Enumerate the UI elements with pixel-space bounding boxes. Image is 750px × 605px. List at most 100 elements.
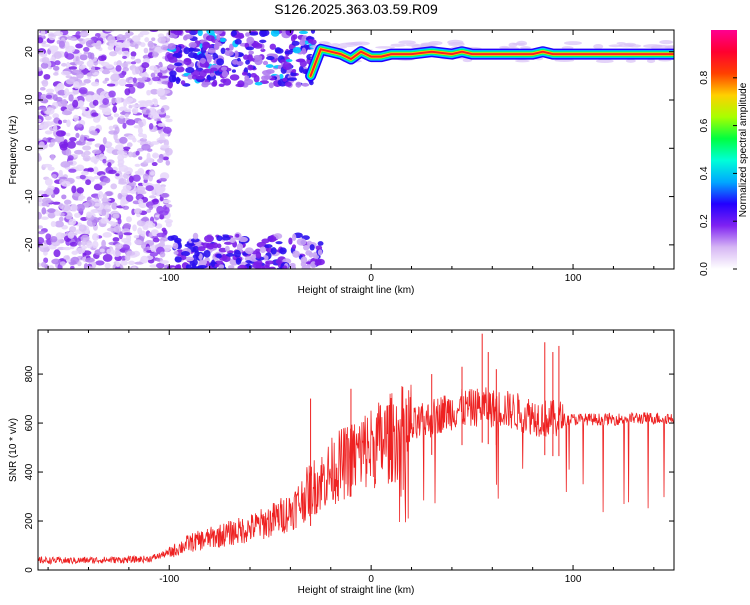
spectrogram-cell (516, 40, 528, 47)
spectrogram-cell (270, 247, 277, 255)
spectrogram-cell (43, 121, 53, 127)
snr-xtick-label: 0 (368, 574, 374, 585)
spectrogram-cell (192, 232, 199, 240)
spectrogram-cell (44, 107, 55, 115)
snr-xtick-label: 100 (565, 574, 582, 585)
spectrogram-cell (58, 169, 63, 176)
spectrogram-cell (267, 235, 277, 243)
spectrogram-cell (77, 197, 84, 202)
spectrogram-cell (38, 236, 45, 244)
spectrogram-cell (117, 158, 125, 166)
spectrogram-cell (58, 141, 69, 149)
spectrogram-cell (172, 242, 179, 250)
spectrogram-cell (198, 259, 208, 266)
spectrogram-cell (298, 30, 309, 35)
spectrogram-cell (53, 31, 64, 37)
spectrogram-cell (221, 70, 229, 78)
spectrogram-cell (38, 118, 42, 123)
spectrogram-cell (156, 87, 166, 96)
spectrogram-cell (137, 126, 143, 135)
snr-frame (37, 329, 675, 571)
spectrogram-cell (244, 75, 250, 82)
spectrogram-cell (102, 98, 110, 105)
spectrogram-cell (134, 261, 144, 265)
spectrogram-cell (52, 113, 60, 119)
spectrogram-cell (282, 77, 288, 82)
spectrogram-cell (126, 216, 132, 223)
spectrogram-cell (133, 82, 139, 87)
spectrogram-ytick-label: 20 (24, 46, 35, 58)
spectrogram-cell (254, 57, 263, 66)
spectrogram-cell (125, 119, 136, 126)
spectrogram-cell (145, 185, 154, 192)
spectrogram-cell (119, 115, 125, 119)
spectrogram-cell (292, 69, 297, 74)
spectrogram-cell (160, 66, 167, 71)
spectrogram-cell (107, 161, 112, 168)
spectrogram-cell (275, 259, 282, 264)
spectrogram-cell (47, 208, 56, 213)
spectrogram-cell (405, 43, 420, 47)
spectrogram-cell (593, 44, 604, 50)
spectrogram-cell (148, 205, 154, 211)
spectrogram-cell (67, 231, 75, 239)
spectrogram-cell (185, 256, 195, 262)
spectrogram-cell (107, 115, 114, 121)
spectrogram-cell (141, 76, 148, 81)
spectrogram-cell (285, 30, 294, 36)
spectrogram-cell (66, 119, 71, 128)
snr-ytick-label: 0 (24, 567, 35, 573)
spectrogram-cell (57, 119, 63, 125)
spectrogram-cell (47, 166, 55, 171)
spectrogram-cell (122, 40, 131, 49)
spectrogram-cell (134, 43, 139, 49)
spectrogram-cell (54, 210, 62, 216)
spectrogram-cell (292, 250, 300, 258)
spectrogram-cell (218, 247, 227, 253)
spectrogram-cell (86, 242, 93, 249)
spectrogram-cell (78, 65, 86, 70)
spectrogram-cell (145, 157, 154, 163)
spectrogram-cell (63, 199, 72, 205)
spectrogram-cell (122, 122, 127, 129)
spectrogram-cell (219, 37, 227, 43)
spectrogram-cell (58, 216, 64, 222)
spectrogram-cell (107, 45, 114, 51)
spectrogram-cell (120, 260, 128, 266)
spectrogram-cell (63, 255, 70, 260)
spectrogram-cell (220, 66, 228, 71)
spectrogram-marks (38, 30, 674, 269)
spectrogram-cell (191, 74, 198, 80)
spectrogram-cell (123, 223, 132, 229)
spectrogram-cell (234, 38, 242, 45)
spectrogram-cell (152, 198, 159, 205)
colorbar-label: Normalized spectral amplitude (738, 82, 749, 217)
spectrogram-cell (122, 205, 130, 210)
spectrogram-cell (95, 42, 101, 50)
spectrogram-cell (207, 47, 216, 54)
spectrogram-cell (263, 74, 272, 80)
spectrogram-cell (161, 227, 167, 232)
snr-xtick-label: -100 (159, 574, 179, 585)
spectrogram-cell (175, 76, 181, 85)
spectrogram-cell (79, 106, 88, 110)
spectrogram-cell (165, 118, 173, 123)
spectrogram-cell (111, 202, 118, 210)
spectrogram-cell (41, 207, 47, 215)
spectrogram-cell (38, 190, 46, 195)
spectrogram-cell (99, 144, 106, 153)
spectrogram-cell (85, 200, 96, 207)
spectrogram-cell (231, 69, 236, 73)
spectrogram-cell (52, 201, 61, 205)
spectrogram-cell (149, 264, 158, 268)
spectrogram-cell (193, 53, 198, 59)
spectrogram-cell (159, 240, 165, 248)
spectrogram-cell (235, 257, 242, 265)
spectrogram-cell (50, 154, 55, 161)
spectrogram-cell (338, 42, 358, 48)
colorbar-tick-label: 0.8 (699, 70, 710, 84)
spectrogram-cell (265, 260, 274, 265)
spectrogram-cell (62, 119, 68, 123)
